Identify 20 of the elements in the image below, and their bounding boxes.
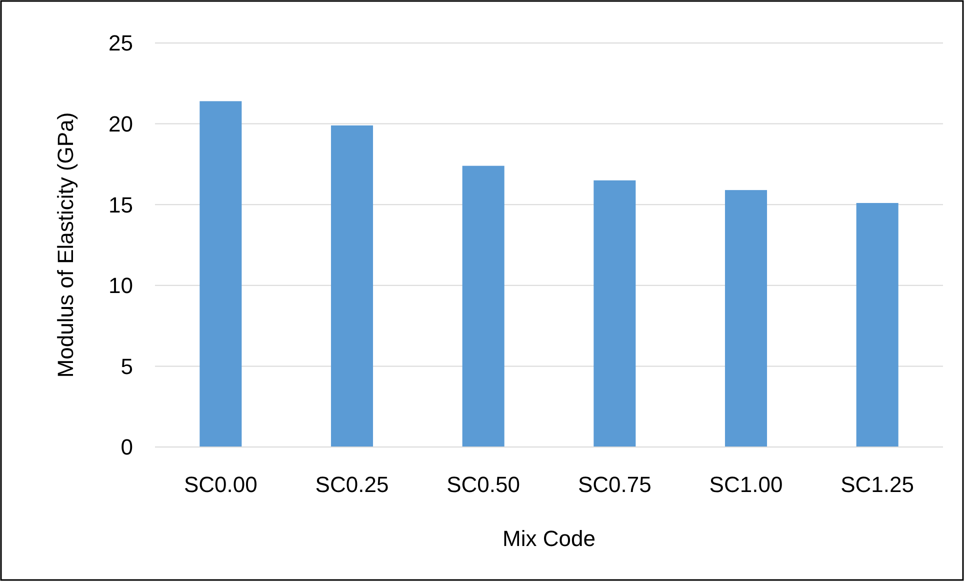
x-tick-label: SC0.50	[446, 472, 520, 497]
bar	[594, 180, 636, 447]
y-tick-label: 10	[108, 273, 133, 298]
y-axis-title: Modulus of Elasticity (GPa)	[53, 112, 78, 378]
x-tick-label: SC1.25	[840, 472, 914, 497]
x-tick-label: SC0.25	[315, 472, 389, 497]
bar	[462, 166, 504, 447]
bar	[200, 101, 242, 447]
x-tick-label: SC0.75	[578, 472, 652, 497]
x-tick-label: SC0.00	[184, 472, 258, 497]
x-tick-label: SC1.00	[709, 472, 783, 497]
bar	[724, 190, 768, 447]
bar	[856, 202, 898, 447]
x-axis-title: Mix Code	[502, 526, 596, 551]
y-tick-label: 15	[108, 192, 133, 218]
bar	[330, 125, 374, 447]
y-tick-label: 20	[108, 112, 133, 136]
y-tick-label: 25	[108, 30, 133, 56]
y-tick-label: 5	[120, 354, 133, 379]
y-tick-label: 0	[120, 434, 133, 460]
